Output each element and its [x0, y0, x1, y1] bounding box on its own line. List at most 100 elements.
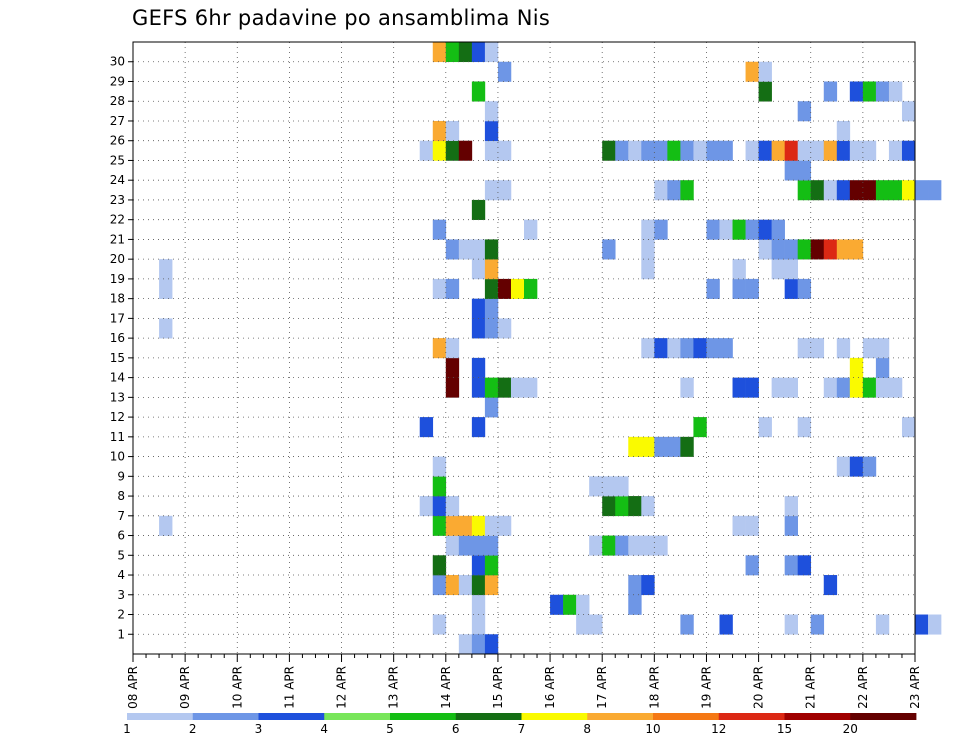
heatmap-cell: [862, 456, 877, 477]
heatmap-cell: [784, 515, 798, 536]
y-tick-label: 6: [117, 529, 125, 543]
heatmap-cell: [836, 239, 851, 260]
heatmap-cell: [745, 219, 759, 240]
x-tick-label: 20 APR: [752, 666, 766, 709]
heatmap-cell: [432, 338, 447, 359]
heatmap-cell: [484, 239, 499, 260]
heatmap-cell: [888, 180, 903, 201]
heatmap-cell: [445, 535, 460, 556]
heatmap-cell: [875, 180, 890, 201]
heatmap-cell: [445, 377, 460, 398]
x-axis: 08 APR 09 APR 10 APR 11 APR 12 APR 13 APR 14 A…: [126, 654, 922, 709]
heatmap-cell: [497, 377, 512, 398]
heatmap-cell: [797, 555, 812, 576]
legend-label: 12: [711, 722, 726, 736]
heatmap-cell: [445, 120, 460, 142]
heatmap-cell: [784, 160, 798, 181]
x-tick-label: 22 APR: [856, 666, 870, 709]
heatmap-cell: [484, 634, 499, 655]
heatmap-cell: [875, 377, 890, 398]
heatmap-cell: [797, 338, 812, 359]
heatmap-cell: [432, 515, 447, 536]
y-tick-label: 26: [110, 134, 125, 148]
x-tick-label: 09 APR: [178, 666, 192, 709]
legend-swatch: [653, 713, 720, 720]
heatmap-cell: [928, 614, 942, 635]
y-tick-label: 25: [110, 153, 125, 167]
y-tick-label: 4: [117, 568, 125, 582]
y-tick-label: 1: [117, 627, 125, 641]
heatmap-cell: [484, 140, 499, 161]
y-axis: 1234567891011121314151617181920212223242…: [110, 55, 133, 641]
heatmap-cell: [445, 496, 460, 517]
heatmap-cell: [706, 140, 720, 161]
heatmap-cell: [784, 496, 798, 517]
heatmap-cell: [654, 535, 668, 556]
heatmap-cell: [641, 140, 655, 161]
heatmap-cell: [745, 377, 759, 398]
heatmap-cell: [471, 239, 486, 260]
heatmap-cell: [471, 377, 486, 398]
heatmap-cell: [745, 278, 759, 299]
heatmap-cell: [797, 160, 812, 181]
heatmap-cell: [810, 338, 825, 359]
heatmap-cell: [745, 555, 759, 576]
legend-label: 2: [189, 722, 197, 736]
heatmap-cell: [654, 436, 668, 457]
heatmap-cell: [667, 338, 681, 359]
heatmap-cell: [445, 278, 460, 299]
heatmap-cell: [810, 614, 825, 635]
heatmap-cell: [471, 575, 486, 596]
heatmap-cell: [719, 219, 733, 240]
heatmap-cell: [719, 338, 733, 359]
heatmap-cell: [836, 180, 851, 201]
heatmap-cell: [849, 357, 864, 378]
heatmap-cell: [159, 259, 173, 280]
heatmap-cell: [901, 101, 916, 122]
heatmap-cell: [159, 515, 173, 536]
heatmap-cell: [784, 614, 798, 635]
legend-swatch: [192, 713, 259, 720]
heatmap-cell: [758, 239, 772, 260]
heatmap-cell: [667, 436, 681, 457]
heatmap-cell: [680, 436, 694, 457]
heatmap-cell: [784, 259, 798, 280]
x-tick-label: 16 APR: [543, 666, 557, 709]
heatmap-cell: [719, 140, 733, 161]
y-tick-label: 5: [117, 548, 125, 562]
x-tick-label: 23 APR: [908, 666, 922, 709]
heatmap-cell: [458, 575, 473, 596]
heatmap-cell: [862, 338, 877, 359]
heatmap-cell: [719, 614, 733, 635]
heatmap-cell: [458, 515, 473, 536]
x-tick-label: 08 APR: [126, 666, 140, 709]
legend-label: 7: [518, 722, 526, 736]
heatmap-cell: [628, 535, 642, 556]
heatmap-cell: [797, 278, 812, 299]
heatmap-cell: [810, 239, 825, 260]
heatmap-cell: [458, 535, 473, 556]
heatmap-cell: [602, 535, 616, 556]
heatmap-cell: [432, 476, 447, 497]
heatmap-cell: [419, 417, 434, 438]
heatmap-cell: [849, 377, 864, 398]
heatmap-cell: [693, 417, 707, 438]
heatmap-cell: [432, 575, 447, 596]
heatmap-cell: [888, 377, 903, 398]
heatmap-cell: [797, 140, 812, 161]
heatmap-cell: [784, 555, 798, 576]
heatmap-cell: [680, 614, 694, 635]
heatmap-cell: [706, 278, 720, 299]
heatmap-cell: [432, 278, 447, 299]
heatmap-cell: [510, 377, 525, 398]
heatmap-cell: [680, 180, 694, 201]
y-tick-label: 18: [110, 292, 125, 306]
y-tick-label: 2: [117, 608, 125, 622]
heatmap-cell: [745, 61, 759, 82]
heatmap-cell: [641, 496, 655, 517]
legend-swatch: [390, 713, 457, 720]
heatmap-cell: [862, 377, 877, 398]
legend-label: 20: [843, 722, 858, 736]
heatmap-cell: [159, 278, 173, 299]
heatmap-cell: [667, 140, 681, 161]
